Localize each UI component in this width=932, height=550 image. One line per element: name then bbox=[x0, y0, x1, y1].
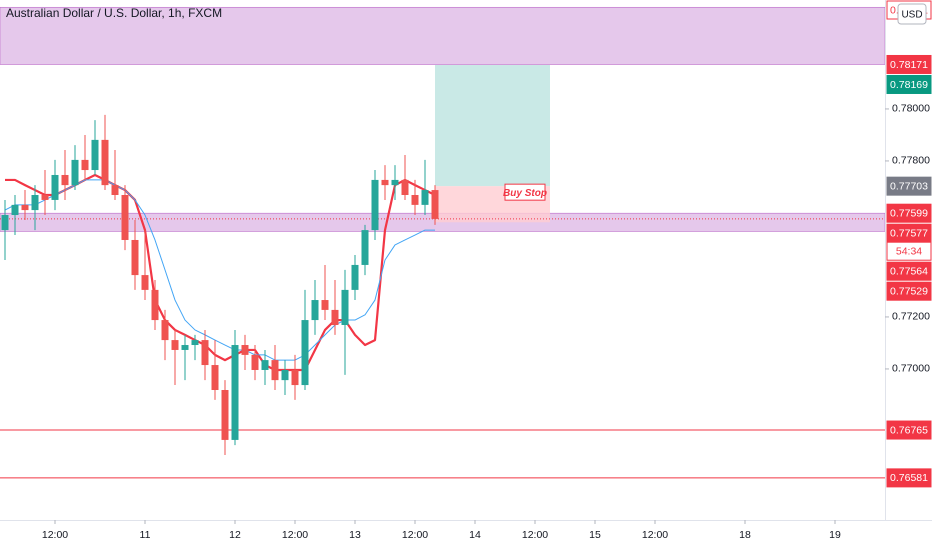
x-tick-label: 12:00 bbox=[402, 529, 428, 541]
x-tick-label: 12:00 bbox=[642, 529, 668, 541]
countdown-box bbox=[886, 241, 932, 261]
y-tick-label: 0.77800 bbox=[892, 155, 930, 167]
y-tick-label: 0.77000 bbox=[892, 363, 930, 375]
chart-title: Australian Dollar / U.S. Dollar, 1h, FXC… bbox=[6, 6, 222, 20]
candle-body bbox=[261, 360, 269, 370]
x-tick-label: 12:00 bbox=[42, 529, 68, 541]
candle-body bbox=[121, 195, 129, 240]
candle-body bbox=[81, 159, 89, 171]
candle-body bbox=[11, 204, 19, 216]
order-label-box bbox=[504, 183, 546, 201]
candle-body bbox=[241, 345, 249, 355]
candle-body bbox=[171, 340, 179, 350]
order-label: Buy Stop bbox=[503, 188, 547, 199]
x-tick-label: 12:00 bbox=[282, 529, 308, 541]
price-label-box bbox=[886, 54, 932, 74]
price-label: 0.78171 bbox=[890, 59, 928, 71]
price-label: 0.76765 bbox=[890, 424, 928, 436]
plot-area: Buy Stop bbox=[0, 6, 886, 479]
price-label-box bbox=[886, 203, 932, 223]
candle-body bbox=[151, 289, 159, 321]
candle-body bbox=[251, 354, 259, 370]
candle-body bbox=[231, 345, 239, 440]
candle-body bbox=[391, 179, 399, 186]
price-label-box bbox=[886, 261, 932, 281]
candle-body bbox=[1, 215, 9, 231]
candle-body bbox=[161, 320, 169, 341]
price-label: 0.77564 bbox=[890, 265, 928, 277]
candle-body bbox=[71, 159, 79, 186]
price-label-box bbox=[886, 420, 932, 440]
candle-body bbox=[211, 365, 219, 390]
candle-body bbox=[371, 179, 379, 231]
price-label: 0.77599 bbox=[890, 207, 928, 219]
candle-body bbox=[61, 174, 69, 186]
price-label-box bbox=[886, 281, 932, 301]
candle-body bbox=[191, 340, 199, 346]
candle-body bbox=[141, 275, 149, 290]
candle-body bbox=[221, 390, 229, 440]
x-tick-label: 15 bbox=[589, 529, 601, 541]
y-tick-label: 0.78000 bbox=[892, 103, 930, 115]
countdown-label: 54:34 bbox=[896, 245, 922, 257]
candle-body bbox=[401, 179, 409, 195]
candle-body bbox=[351, 264, 359, 290]
candle-body bbox=[291, 369, 299, 386]
candle-body bbox=[431, 190, 439, 219]
candle-body bbox=[31, 195, 39, 211]
price-label: 0.76581 bbox=[890, 472, 928, 484]
candle-body bbox=[131, 239, 139, 276]
candle-body bbox=[301, 320, 309, 386]
profit-zone bbox=[435, 65, 550, 187]
y-tick-label: 0.77200 bbox=[892, 311, 930, 323]
currency-label[interactable]: USD bbox=[901, 10, 922, 21]
candle-body bbox=[361, 230, 369, 265]
candle-body bbox=[311, 300, 319, 321]
x-tick-label: 11 bbox=[140, 529, 151, 541]
candle-body bbox=[271, 360, 279, 381]
candle-body bbox=[321, 300, 329, 310]
candle-body bbox=[21, 204, 29, 211]
x-tick-label: 14 bbox=[469, 529, 481, 541]
candle-body bbox=[201, 340, 209, 366]
candle-body bbox=[331, 309, 339, 325]
x-tick-label: 18 bbox=[739, 529, 751, 541]
candle-body bbox=[411, 195, 419, 205]
price-label-box bbox=[886, 176, 932, 196]
price-label-box bbox=[886, 468, 932, 488]
candle-body bbox=[381, 179, 389, 186]
candle-body bbox=[91, 139, 99, 171]
x-tick-label: 12 bbox=[229, 529, 241, 541]
x-tick-label: 12:00 bbox=[522, 529, 548, 541]
x-tick-label: 13 bbox=[349, 529, 361, 541]
price-label: 0.77577 bbox=[890, 227, 928, 239]
candle-body bbox=[51, 174, 59, 200]
zone bbox=[0, 6, 886, 65]
x-tick-label: 19 bbox=[829, 529, 841, 541]
candle-body bbox=[41, 195, 49, 200]
candle-body bbox=[421, 190, 429, 205]
candle-body bbox=[101, 139, 109, 186]
price-label: 0.77703 bbox=[890, 180, 928, 192]
candle-body bbox=[341, 289, 349, 325]
candle-body bbox=[111, 185, 119, 195]
candle-body bbox=[181, 345, 189, 350]
price-label: 0.78169 bbox=[890, 79, 928, 91]
currency-button[interactable] bbox=[897, 3, 927, 25]
candle-body bbox=[281, 369, 289, 381]
price-label: 0.77529 bbox=[890, 285, 928, 297]
price-label-box bbox=[886, 74, 932, 94]
